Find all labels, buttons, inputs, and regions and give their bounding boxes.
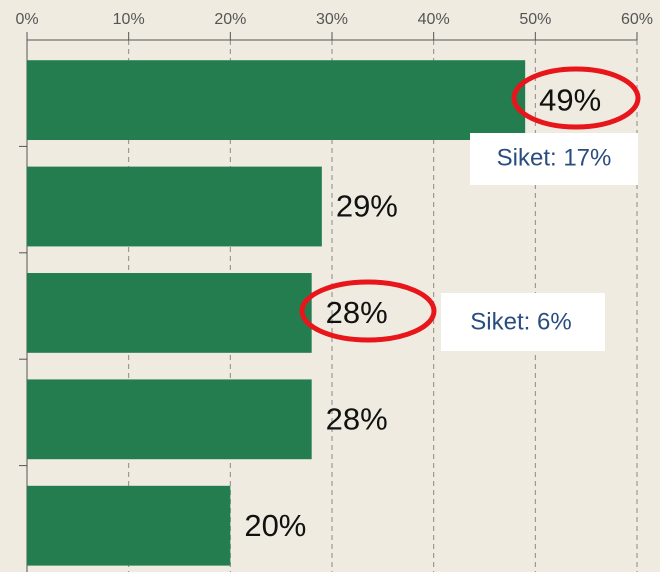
value-label: 28%	[326, 295, 388, 330]
highlight-ellipse	[299, 279, 437, 343]
value-label: 20%	[244, 508, 306, 543]
bar	[27, 166, 322, 247]
bar	[27, 379, 312, 460]
x-tick-label: 50%	[519, 11, 551, 28]
annotation-box	[470, 133, 638, 185]
x-tick-label: 10%	[113, 11, 145, 28]
annotation-box	[441, 293, 605, 351]
value-label: 29%	[336, 189, 398, 224]
plot: 0% 10% 20% 30% 40% 50% 60%	[15, 11, 653, 572]
x-tick-label: 0%	[15, 11, 38, 28]
bar	[27, 273, 312, 353]
x-tick-label: 20%	[214, 11, 246, 28]
labels: 49% 29% 28% 28% 20%	[244, 82, 601, 543]
bar	[27, 485, 231, 566]
highlight-ellipse	[511, 66, 641, 130]
annotation: Siket: 17%	[497, 144, 612, 171]
bar	[27, 60, 526, 141]
x-tick-label: 60%	[621, 11, 653, 28]
annotation: Siket: 6%	[470, 308, 571, 335]
value-label: 49%	[539, 82, 601, 117]
x-tick-label: 30%	[316, 11, 348, 28]
value-label: 28%	[326, 402, 388, 437]
x-tick-label: 40%	[418, 11, 450, 28]
